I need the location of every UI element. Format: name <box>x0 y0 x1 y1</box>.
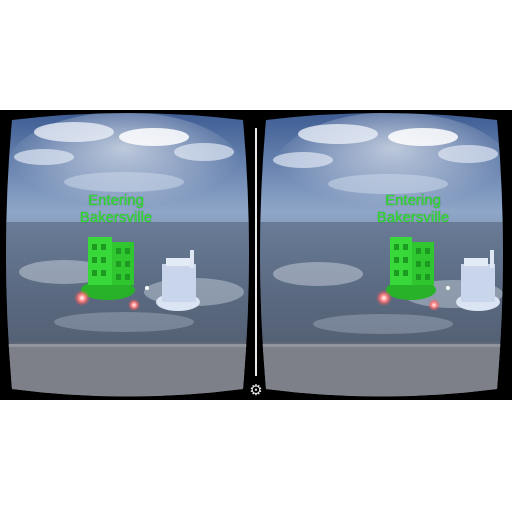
hud-caption-right: Entering Bakersville <box>333 192 493 226</box>
eye-divider <box>255 128 257 376</box>
hud-caption-line1: Entering <box>385 192 441 209</box>
right-eye-view <box>258 112 505 397</box>
hud-caption-line2: Bakersville <box>79 209 153 226</box>
hud-caption-line2: Bakersville <box>376 209 450 226</box>
hud-caption-left: Entering Bakersville <box>36 192 196 226</box>
left-eye-view <box>4 112 251 397</box>
gear-icon[interactable]: ⚙ <box>249 381 263 399</box>
hud-caption-line1: Entering <box>88 192 144 209</box>
